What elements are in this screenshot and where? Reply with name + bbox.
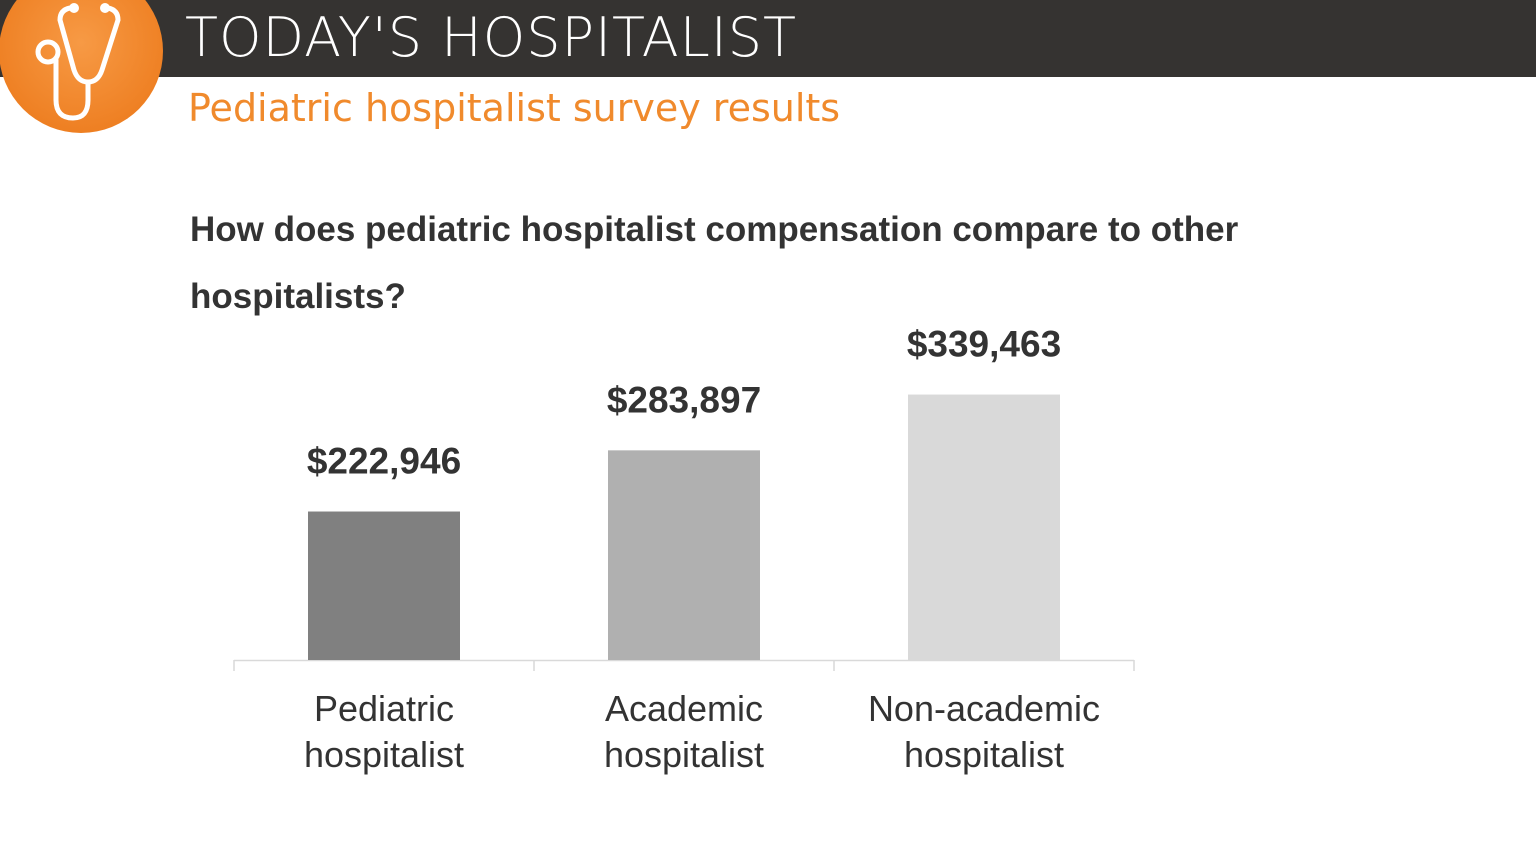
- x-tick-label: hospitalist: [304, 734, 464, 775]
- chart-title: How does pediatric hospitalist compensat…: [190, 210, 1239, 316]
- x-axis: Pediatric hospitalist Academic hospitalist N…: [233, 659, 1135, 775]
- bar: [608, 450, 760, 660]
- data-label: $339,463: [907, 324, 1061, 365]
- bar: [308, 511, 460, 660]
- x-tick-label: Pediatric: [314, 688, 454, 729]
- bar: [908, 394, 1060, 660]
- x-tick-label: hospitalist: [904, 734, 1064, 775]
- x-tick-label: Non-academic: [868, 688, 1100, 729]
- page-subtitle: Pediatric hospitalist survey results: [188, 86, 841, 130]
- stethoscope-icon: [0, 0, 163, 133]
- data-label: $222,946: [307, 441, 461, 482]
- brand-title: TODAY'S HOSPITALIST: [185, 6, 798, 69]
- header-bar: [0, 0, 1536, 77]
- x-tick-label: hospitalist: [604, 734, 764, 775]
- data-label: $283,897: [607, 379, 761, 420]
- x-tick-label: Academic: [605, 688, 763, 729]
